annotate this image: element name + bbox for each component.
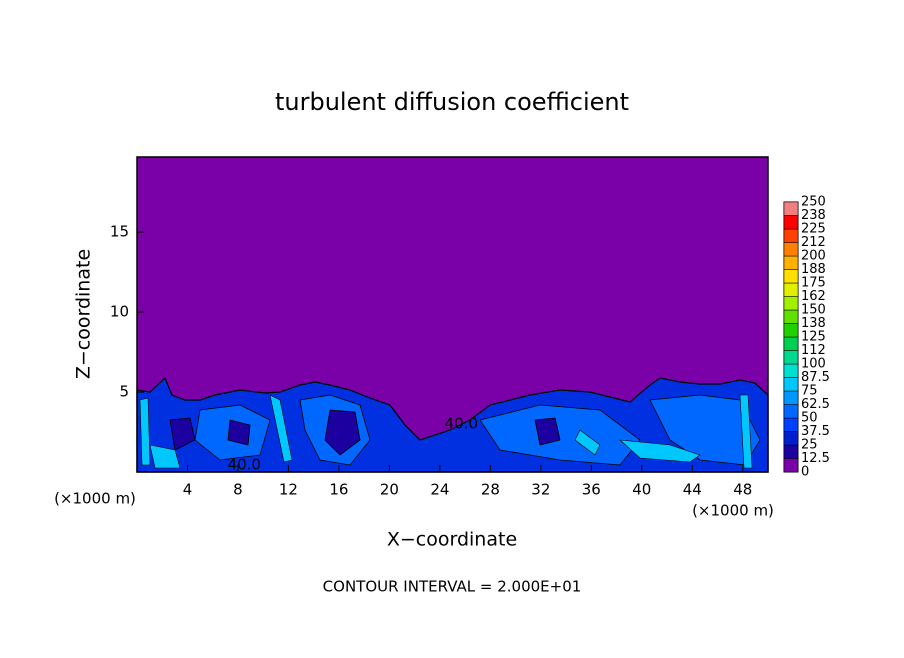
colorbar-label: 250 xyxy=(801,195,826,210)
colorbar-label: 200 xyxy=(801,249,826,264)
colorbar-label: 150 xyxy=(801,303,826,318)
colorbar-bin xyxy=(783,296,799,311)
colorbar-bin xyxy=(783,228,799,243)
x-tick-label: 24 xyxy=(430,481,449,499)
colorbar-label: 50 xyxy=(801,411,818,426)
x-unit-label: (×1000 m) xyxy=(54,490,136,508)
colorbar-bin xyxy=(783,444,799,459)
x-tick-label: 32 xyxy=(531,481,550,499)
x-tick-label: 40 xyxy=(632,481,651,499)
x-tick-label: 36 xyxy=(582,481,601,499)
colorbar-label: 112 xyxy=(801,343,826,358)
colorbar-label: 25 xyxy=(801,438,818,453)
x-tick-label: 48 xyxy=(733,481,752,499)
x-tick-label: 44 xyxy=(683,481,702,499)
x-tick-label: 4 xyxy=(183,481,193,499)
colorbar-bin xyxy=(783,336,799,351)
colorbar-label: 75 xyxy=(801,384,818,399)
chart-title: turbulent diffusion coefficient xyxy=(275,88,629,116)
colorbar-bin xyxy=(783,404,799,419)
field-blob xyxy=(169,409,561,456)
colorbar-bin xyxy=(783,215,799,230)
colorbar-bin xyxy=(783,323,799,338)
colorbar-label: 125 xyxy=(801,330,826,345)
colorbar-label: 138 xyxy=(801,316,826,331)
x-tick-label: 16 xyxy=(329,481,348,499)
colorbar-label: 87.5 xyxy=(801,370,830,385)
x-tick-label: 20 xyxy=(380,481,399,499)
colorbar-label: 212 xyxy=(801,235,826,250)
x-tick-label: 8 xyxy=(233,481,243,499)
colorbar-label: 188 xyxy=(801,262,826,277)
colorbar-label: 0 xyxy=(801,465,809,480)
colorbar-bin xyxy=(783,431,799,446)
footer-note: CONTOUR INTERVAL = 2.000E+01 xyxy=(323,578,582,596)
colorbar-label: 162 xyxy=(801,289,826,304)
colorbar-bin xyxy=(783,350,799,365)
colorbar-bin xyxy=(783,390,799,405)
plot-frame xyxy=(136,156,769,473)
field-streak xyxy=(139,394,753,469)
colorbar-bin xyxy=(783,242,799,257)
colorbar-label: 175 xyxy=(801,276,826,291)
colorbar-bin xyxy=(783,282,799,297)
colorbar-bin xyxy=(783,269,799,284)
y-axis-label: Z−coordinate xyxy=(73,249,95,379)
contour-label: 40.0 xyxy=(445,415,478,433)
colorbar-bin xyxy=(783,309,799,324)
colorbar-label: 100 xyxy=(801,357,826,372)
x-tick-label: 12 xyxy=(279,481,298,499)
x-axis-label: X−coordinate xyxy=(387,529,517,551)
colorbar-label: 238 xyxy=(801,208,826,223)
colorbar-bin xyxy=(783,458,799,473)
colorbar-label: 225 xyxy=(801,222,826,237)
contour-label: 40.0 xyxy=(228,455,261,473)
colorbar-bin xyxy=(783,377,799,392)
y-tick-label: 15 xyxy=(110,223,129,241)
colorbar-bin xyxy=(783,363,799,378)
x-tick-label: 28 xyxy=(481,481,500,499)
colorbar-label: 37.5 xyxy=(801,424,830,439)
y-tick-label: 10 xyxy=(110,303,129,321)
colorbar-bin xyxy=(783,417,799,432)
colorbar-bin xyxy=(783,255,799,270)
field xyxy=(136,157,769,473)
x-unit-label: (×1000 m) xyxy=(692,502,774,520)
y-tick-label: 5 xyxy=(119,383,129,401)
colorbar-label: 12.5 xyxy=(801,451,830,466)
colorbar-bin xyxy=(783,201,799,216)
colorbar-label: 62.5 xyxy=(801,397,830,412)
